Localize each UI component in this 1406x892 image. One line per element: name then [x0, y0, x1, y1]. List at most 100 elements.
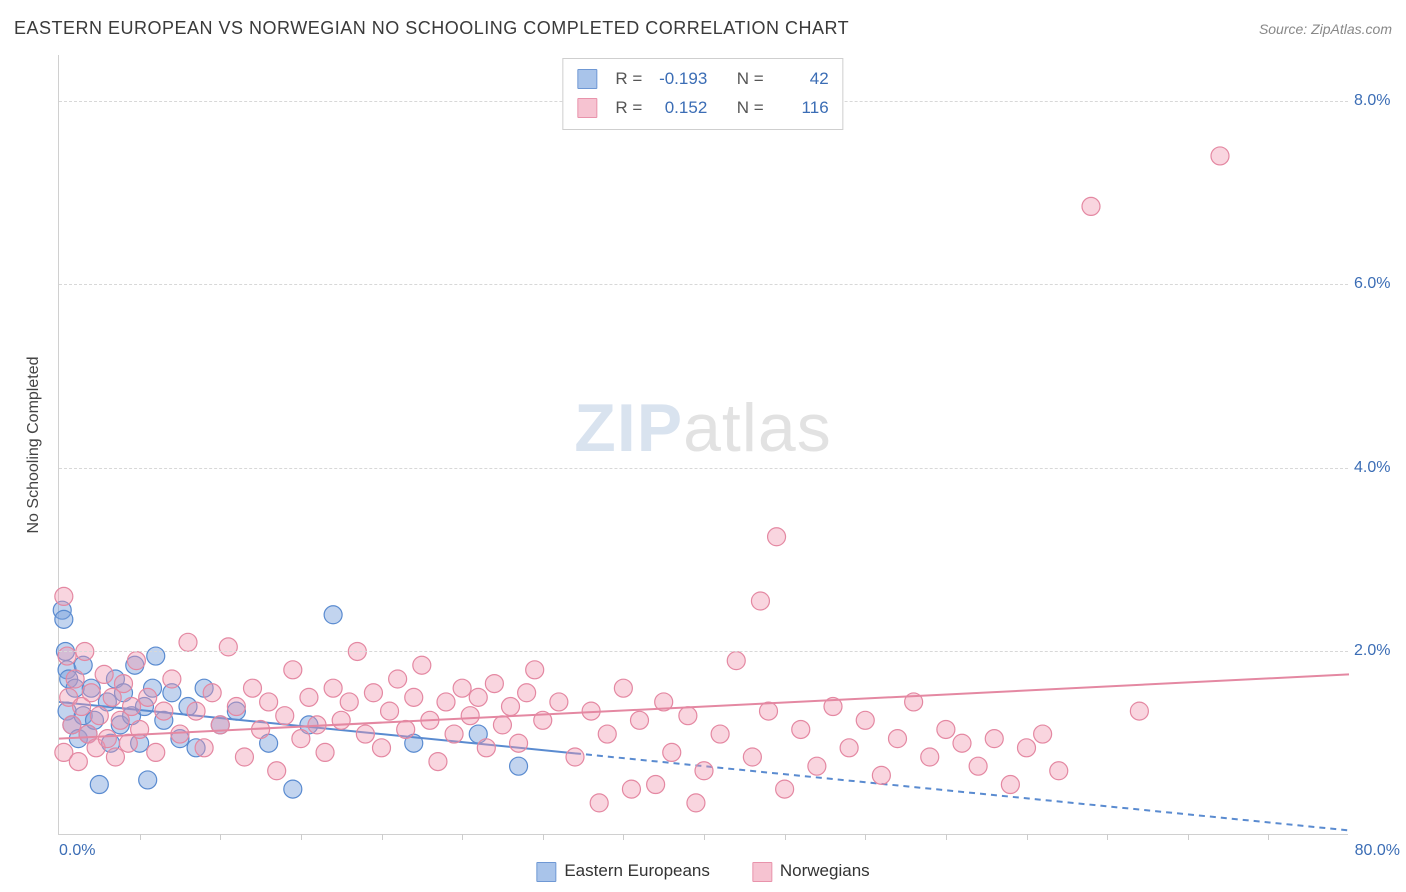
data-point [614, 679, 632, 697]
data-point [106, 748, 124, 766]
stat-r-value: 0.152 [652, 94, 707, 123]
x-tick [140, 834, 141, 840]
data-point [284, 661, 302, 679]
data-point [695, 762, 713, 780]
data-point [679, 707, 697, 725]
data-point [187, 702, 205, 720]
regression-line-dashed [575, 753, 1349, 830]
y-tick-label: 4.0% [1354, 459, 1406, 477]
plot-area: 2.0%4.0%6.0%8.0%0.0%80.0% [58, 55, 1348, 835]
data-point [566, 748, 584, 766]
data-point [461, 707, 479, 725]
data-point [203, 684, 221, 702]
data-point [889, 730, 907, 748]
y-tick-label: 2.0% [1354, 642, 1406, 660]
data-point [90, 707, 108, 725]
data-point [373, 739, 391, 757]
data-point [66, 670, 84, 688]
data-point [687, 794, 705, 812]
legend-label: Norwegians [780, 861, 870, 880]
data-point [300, 688, 318, 706]
stat-r-label: R = [615, 94, 642, 123]
data-point [776, 780, 794, 798]
data-point [550, 693, 568, 711]
data-point [792, 720, 810, 738]
data-point [1018, 739, 1036, 757]
x-tick [301, 834, 302, 840]
data-point [139, 688, 157, 706]
data-point [244, 679, 262, 697]
x-tick [704, 834, 705, 840]
data-point [155, 702, 173, 720]
x-tick [1107, 834, 1108, 840]
data-point [260, 693, 278, 711]
data-point [840, 739, 858, 757]
data-point [453, 679, 471, 697]
data-point [90, 776, 108, 794]
data-point [147, 743, 165, 761]
data-point [235, 748, 253, 766]
swatch-icon [577, 98, 597, 118]
data-point [437, 693, 455, 711]
swatch-icon [752, 862, 772, 882]
x-tick [623, 834, 624, 840]
swatch-icon [577, 69, 597, 89]
data-point [389, 670, 407, 688]
data-point [276, 707, 294, 725]
data-point [445, 725, 463, 743]
data-point [808, 757, 826, 775]
data-point [179, 633, 197, 651]
data-point [727, 652, 745, 670]
y-tick-label: 6.0% [1354, 275, 1406, 293]
x-tick [220, 834, 221, 840]
gridline [59, 468, 1348, 469]
x-tick [462, 834, 463, 840]
x-max-label: 80.0% [1355, 842, 1400, 860]
data-point [469, 688, 487, 706]
data-point [195, 739, 213, 757]
data-point [82, 684, 100, 702]
legend-item: Eastern Europeans [536, 861, 710, 882]
data-point [324, 606, 342, 624]
data-point [284, 780, 302, 798]
data-point [510, 734, 528, 752]
x-tick [1188, 834, 1189, 840]
data-point [768, 528, 786, 546]
legend-label: Eastern Europeans [564, 861, 710, 880]
source-attribution: Source: ZipAtlas.com [1259, 21, 1392, 37]
data-point [647, 776, 665, 794]
data-point [171, 725, 189, 743]
data-point [227, 698, 245, 716]
scatter-svg [59, 55, 1349, 835]
data-point [622, 780, 640, 798]
data-point [55, 610, 73, 628]
data-point [364, 684, 382, 702]
data-point [268, 762, 286, 780]
stats-row: R =-0.193 N =42 [577, 65, 828, 94]
data-point [985, 730, 1003, 748]
data-point [316, 743, 334, 761]
data-point [397, 720, 415, 738]
y-tick-label: 8.0% [1354, 92, 1406, 110]
data-point [381, 702, 399, 720]
data-point [1050, 762, 1068, 780]
data-point [526, 661, 544, 679]
data-point [477, 739, 495, 757]
data-point [1082, 197, 1100, 215]
chart-title: EASTERN EUROPEAN VS NORWEGIAN NO SCHOOLI… [14, 18, 849, 39]
stat-n-value: 116 [774, 94, 829, 123]
data-point [1034, 725, 1052, 743]
data-point [1211, 147, 1229, 165]
data-point [163, 670, 181, 688]
x-tick [1027, 834, 1028, 840]
stats-row: R = 0.152 N = 116 [577, 94, 828, 123]
data-point [405, 688, 423, 706]
x-tick [946, 834, 947, 840]
legend-item: Norwegians [752, 861, 870, 882]
data-point [115, 675, 133, 693]
data-point [139, 771, 157, 789]
data-point [751, 592, 769, 610]
stat-n-label: N = [737, 94, 764, 123]
data-point [69, 753, 87, 771]
data-point [856, 711, 874, 729]
